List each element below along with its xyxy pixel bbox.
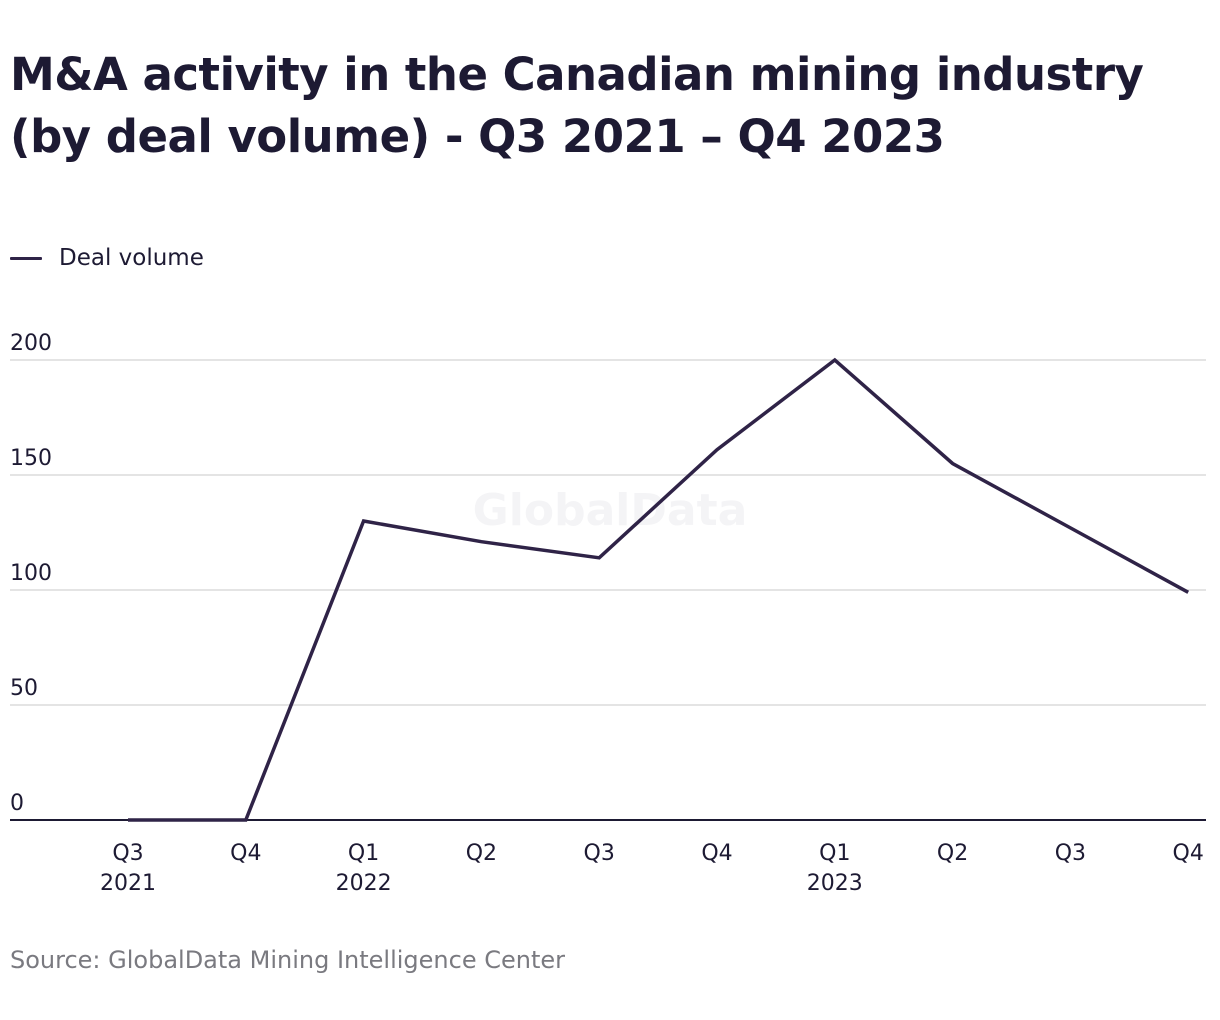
x-tick-label: Q1 [819,841,850,866]
x-tick-label: Q1 [348,841,379,866]
y-tick-label: 150 [10,446,52,471]
x-tick-label: Q4 [1173,841,1204,866]
chart-legend: Deal volume [10,243,204,273]
y-tick-label: 200 [10,331,52,356]
y-tick-label: 0 [10,791,24,816]
x-axis-ticks: Q3 2021 Q4 Q1 2022 Q2 Q3 Q4 Q1 2023 Q2 Q3 Q4 [100,841,1204,896]
source-note: Source: GlobalData Mining Intelligence C… [10,946,566,974]
legend-label: Deal volume [59,245,204,271]
series [128,357,1190,822]
line-chart: GlobalData 0 50 100 150 200 Q3 2021 Q4 Q1 2022 Q2… [10,331,1206,896]
legend-swatch [10,256,42,260]
watermark: GlobalData [473,485,748,536]
x-tick-label: Q3 [584,841,615,866]
y-tick-label: 100 [10,561,52,586]
x-tick-label: Q2 [466,841,497,866]
x-tick-year-label: 2023 [807,871,863,896]
x-tick-label: Q4 [230,841,261,866]
gridlines [10,359,1206,706]
chart-title: M&A activity in the Canadian mining indu… [10,48,1144,163]
x-tick-label: Q3 [112,841,143,866]
x-tick-label: Q2 [937,841,968,866]
x-tick-label: Q4 [701,841,732,866]
y-axis-ticks: 0 50 100 150 200 [10,331,52,816]
y-tick-label: 50 [10,676,38,701]
x-tick-year-label: 2022 [336,871,392,896]
x-tick-year-label: 2021 [100,871,156,896]
series-line [128,357,1190,822]
x-tick-label: Q3 [1055,841,1086,866]
